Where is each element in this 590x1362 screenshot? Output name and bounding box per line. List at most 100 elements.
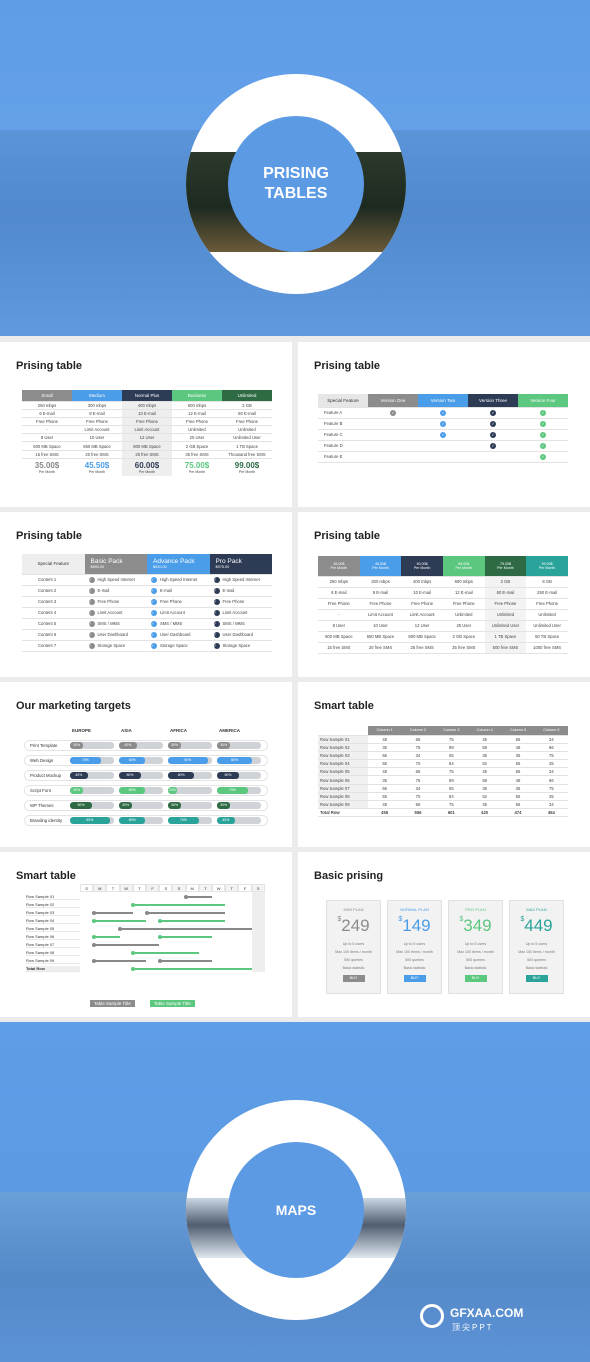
price: 35.00$ (34, 461, 60, 471)
table-cell: 45 (467, 735, 502, 744)
plan-name: MAX PLAN (526, 907, 547, 912)
pack-name: Advance Pack (153, 558, 195, 566)
corner-header (318, 726, 368, 736)
item-label: High Speed Internet (222, 576, 260, 582)
header-per: Per Month (372, 565, 389, 570)
per-month: Per Month (38, 470, 56, 475)
header-per: Per Month (497, 565, 514, 570)
table-cell: - (22, 425, 72, 435)
target-fill: 70% (168, 817, 199, 824)
table-cell: 66 (534, 775, 568, 785)
table-cell: Free Phone (484, 598, 527, 610)
table-cell: 8 User (22, 433, 72, 443)
price-header: 60.00$ Per Month (401, 556, 443, 577)
target-fill: 50% (70, 802, 92, 809)
gantt-bar (132, 952, 199, 954)
table-cell: Row Sample 01 (318, 735, 368, 744)
column-header: Column 6 (534, 726, 568, 736)
total-cell: 474 (501, 808, 535, 818)
table-cell: 35 (534, 759, 568, 769)
plan-feature: 500 queries (344, 958, 363, 962)
header-price: 75.00$ (499, 561, 511, 566)
table-cell: 250 mbps (318, 576, 360, 588)
buy-button[interactable]: BUY (464, 975, 487, 982)
version-header: Version Three (468, 394, 518, 408)
table-cell: 84 (434, 792, 468, 802)
target-fill: 30% (168, 742, 182, 749)
content-label: Content 1 (22, 574, 85, 586)
table-cell: 55 (501, 792, 535, 802)
gantt-dot (91, 935, 96, 939)
target-bar: 70% (168, 817, 212, 824)
gantt-bar (119, 928, 252, 930)
pack-header: Pro Pack $975.00 (209, 554, 272, 575)
plan-feature: Basic statistic (342, 966, 365, 970)
target-bar: 30% (70, 787, 114, 794)
content-row: Content 3 ✓ Free Phone ✓ Free Phone ✓ Free Pho… (22, 596, 272, 608)
gantt-bar (159, 960, 212, 962)
table-cell: Row Sample 02 (318, 743, 368, 752)
item-label: Limit Account (160, 609, 185, 615)
content-row: Content 4 ✓ Limit Account ✓ Limit Account ✓ Li… (22, 607, 272, 619)
table-cell: Free Phone (442, 598, 485, 610)
header-price: 99.00$ (541, 561, 553, 566)
plan-feature: Max 100 Items / month (396, 950, 433, 954)
table-cell: 48 (368, 767, 402, 777)
table-row: 15 free SMS 20 free SMS 25 free SMS 35 free… (22, 450, 272, 459)
target-bar: 70% (70, 757, 114, 764)
check-cell (468, 451, 518, 463)
pack-cell: ✓ High Speed Internet (84, 574, 147, 586)
day-header: W (212, 884, 226, 892)
check-icon: ✓ (213, 609, 220, 616)
table-row: Row Sample 02 35 75 89 58 48 66 (318, 743, 568, 752)
target-fill: 30% (168, 802, 182, 809)
region-label: AMERICA (219, 728, 240, 733)
gantt-card: Smart table S M T W T F S S M T W T F S Row Sample 01 R… (0, 852, 292, 1017)
table-row: - Limit Account Limit Account Unlimited Unli… (318, 609, 568, 621)
gantt-bar (93, 944, 160, 946)
check-cell: ✓ (468, 418, 518, 430)
header-row: 35.00$ Per Month 45.50$ Per Month 60.00$ Per … (318, 556, 568, 577)
table-cell: 600 MB Space (22, 441, 72, 451)
table-cell: 58 (467, 775, 502, 785)
plan-feature: 500 queries (466, 958, 485, 962)
check-icon: ✓ (540, 453, 546, 460)
check-icon: ✓ (213, 587, 220, 594)
table-cell: 1000 free SMS (526, 642, 568, 654)
pack-cell: ✓ Limit Account (209, 607, 272, 619)
table-cell: 48 (368, 735, 402, 744)
item-label: Free Phone (160, 598, 182, 604)
gantt-dot (157, 919, 162, 923)
table-cell: 66 (368, 784, 402, 793)
buy-button[interactable]: BUY (525, 975, 548, 982)
buy-button[interactable]: BUY (403, 975, 426, 982)
target-bar: 90% (168, 757, 212, 764)
target-label: Script Font (30, 788, 51, 793)
check-cell: ✓ (518, 407, 568, 419)
target-fill: 80% (217, 757, 253, 764)
table-cell: 66 (401, 800, 435, 810)
pack-header: Advance Pack $920.00 (147, 554, 210, 575)
table-cell: 20 free SMS (72, 450, 122, 459)
plan-name: PRO PLAN (465, 907, 486, 912)
day-header: T (132, 884, 146, 892)
feature-table: Special Feature Version One Version Two Ver… (318, 394, 568, 463)
gantt-bar (93, 960, 146, 962)
buy-button[interactable]: BUY (342, 975, 365, 982)
check-cell (418, 451, 468, 463)
header-row: Special Feature Version One Version Two Ver… (318, 394, 568, 408)
item-label: Storage Space (160, 642, 188, 648)
check-icon: ✓ (213, 642, 220, 649)
table-cell: Row Sample 07 (318, 784, 368, 793)
check-icon: ✓ (490, 442, 496, 449)
table-row: Free Phone Free Phone Free Phone Free Phone… (22, 417, 272, 427)
check-cell: ✓ (368, 407, 418, 419)
table-cell: 600 mbps (442, 576, 485, 588)
table-cell: Free Phone (526, 598, 568, 610)
table-cell: 34 (534, 767, 568, 777)
table-cell: 70 (401, 792, 435, 802)
item-label: Limit Account (97, 609, 123, 615)
table-cell: 52 (467, 759, 502, 769)
column-header: Column 3 (434, 726, 468, 736)
table-cell: 66 (368, 751, 402, 761)
